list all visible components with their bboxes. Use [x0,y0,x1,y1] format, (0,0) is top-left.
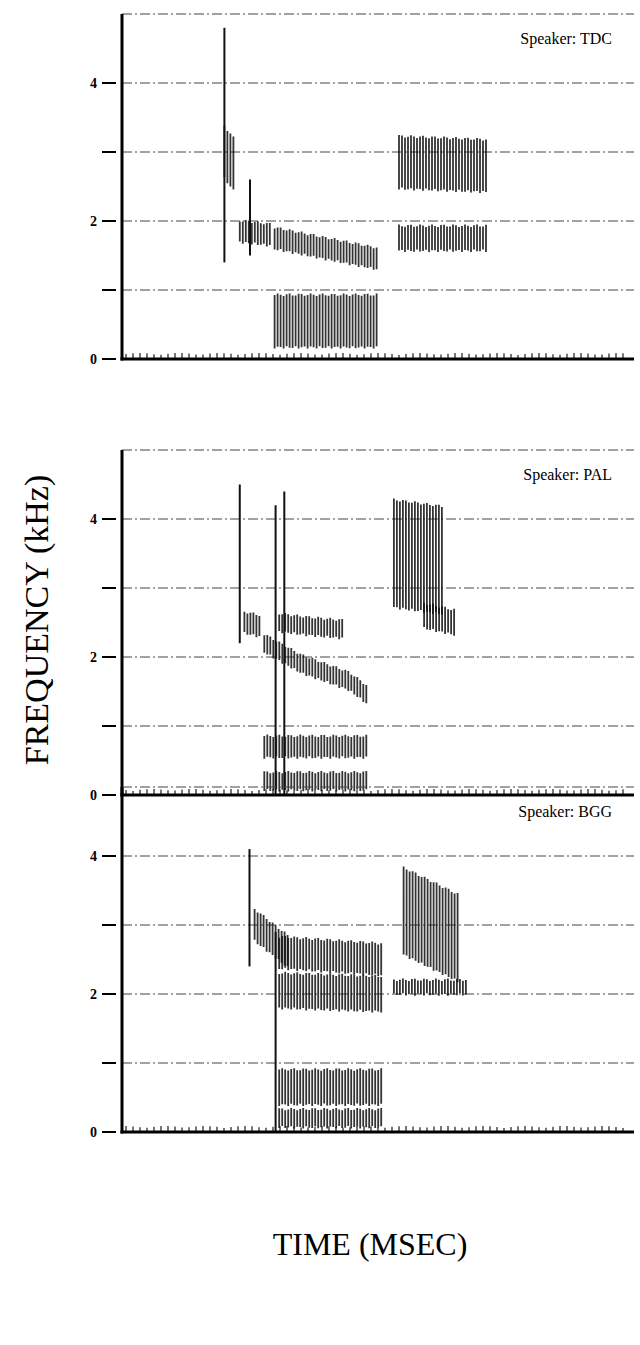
formant-band [244,612,259,638]
burst-spike [239,485,241,644]
y-tick [102,1131,116,1133]
burst-spike [283,491,285,795]
y-tick-label: 4 [90,512,97,527]
y-tick [102,518,116,520]
y-tick-label: 0 [90,788,97,803]
formant-band [279,936,381,976]
y-minor-tick [102,587,116,589]
y-tick [102,358,116,360]
y-tick-label: 2 [90,650,97,665]
spectrogram-data [126,485,623,796]
formant-band [240,220,270,246]
grid-line [122,290,634,291]
burst-spike [249,180,251,256]
formant-band [275,294,377,349]
grid-line [122,726,634,727]
y-minor-tick [102,151,116,153]
formant-band [399,135,486,193]
formant-band [264,771,366,792]
y-axis [121,450,124,797]
y-tick-label: 2 [90,987,97,1002]
formant-band [264,735,366,759]
grid-line [122,925,634,926]
y-minor-tick [102,1062,116,1064]
burst-spike [248,849,250,966]
grid-line [122,221,634,222]
grid-line [122,657,634,658]
panel: 0 2 4 Speaker: BGG [90,787,634,1140]
burst-spike [275,932,277,1132]
formant-band [404,866,458,982]
spectrogram-data [126,28,623,358]
spectrogram-data [126,849,623,1132]
formant-band [279,1068,381,1106]
x-axis [121,358,635,361]
y-tick-label: 2 [90,214,97,229]
y-tick [102,993,116,995]
panel-title: Speaker: TDC [520,30,612,48]
formant-band [279,1108,381,1129]
formant-band [264,635,366,703]
grid-line [122,519,634,520]
panel-title: Speaker: BGG [518,803,612,821]
grid-line [122,856,634,857]
formant-band [394,979,466,996]
formant-band [424,603,454,636]
y-tick-label: 4 [90,76,97,91]
y-axis [121,14,124,361]
formant-band [279,613,342,639]
burst-spike [223,28,225,263]
baseline-noise [126,789,623,794]
x-axis-title: TIME (MSEC) [273,1226,468,1262]
y-tick [102,82,116,84]
frame-top [122,14,634,15]
y-tick-label: 0 [90,1125,97,1140]
y-tick-label: 4 [90,849,97,864]
grid-line [122,1063,634,1064]
formant-band [279,972,381,1013]
y-minor-tick [102,725,116,727]
y-tick [102,220,116,222]
formant-band [394,498,442,614]
frame-top [122,450,634,451]
grid-line [122,152,634,153]
y-tick [102,855,116,857]
figure: 0 2 4 Speaker: TDC 0 2 4 Speaker: PAL 0 2 4 Speaker… [0,0,640,1345]
formant-band [399,225,486,253]
x-axis [121,794,635,797]
y-tick-label: 0 [90,352,97,367]
panel: 0 2 4 Speaker: TDC [90,14,634,367]
grid-line [122,588,634,589]
frame-top [122,787,634,788]
y-axis-title: FREQUENCY (kHz) [18,475,56,766]
burst-spike [275,505,277,795]
panel-title: Speaker: PAL [523,466,612,484]
baseline-noise [126,353,623,358]
y-minor-tick [102,289,116,291]
y-minor-tick [102,924,116,926]
formant-band [224,126,233,190]
formant-band [275,227,377,269]
x-axis [121,1131,635,1134]
panel: 0 2 4 Speaker: PAL [90,450,634,803]
y-tick [102,656,116,658]
y-axis [121,787,124,1134]
grid-line [122,83,634,84]
y-tick [102,794,116,796]
